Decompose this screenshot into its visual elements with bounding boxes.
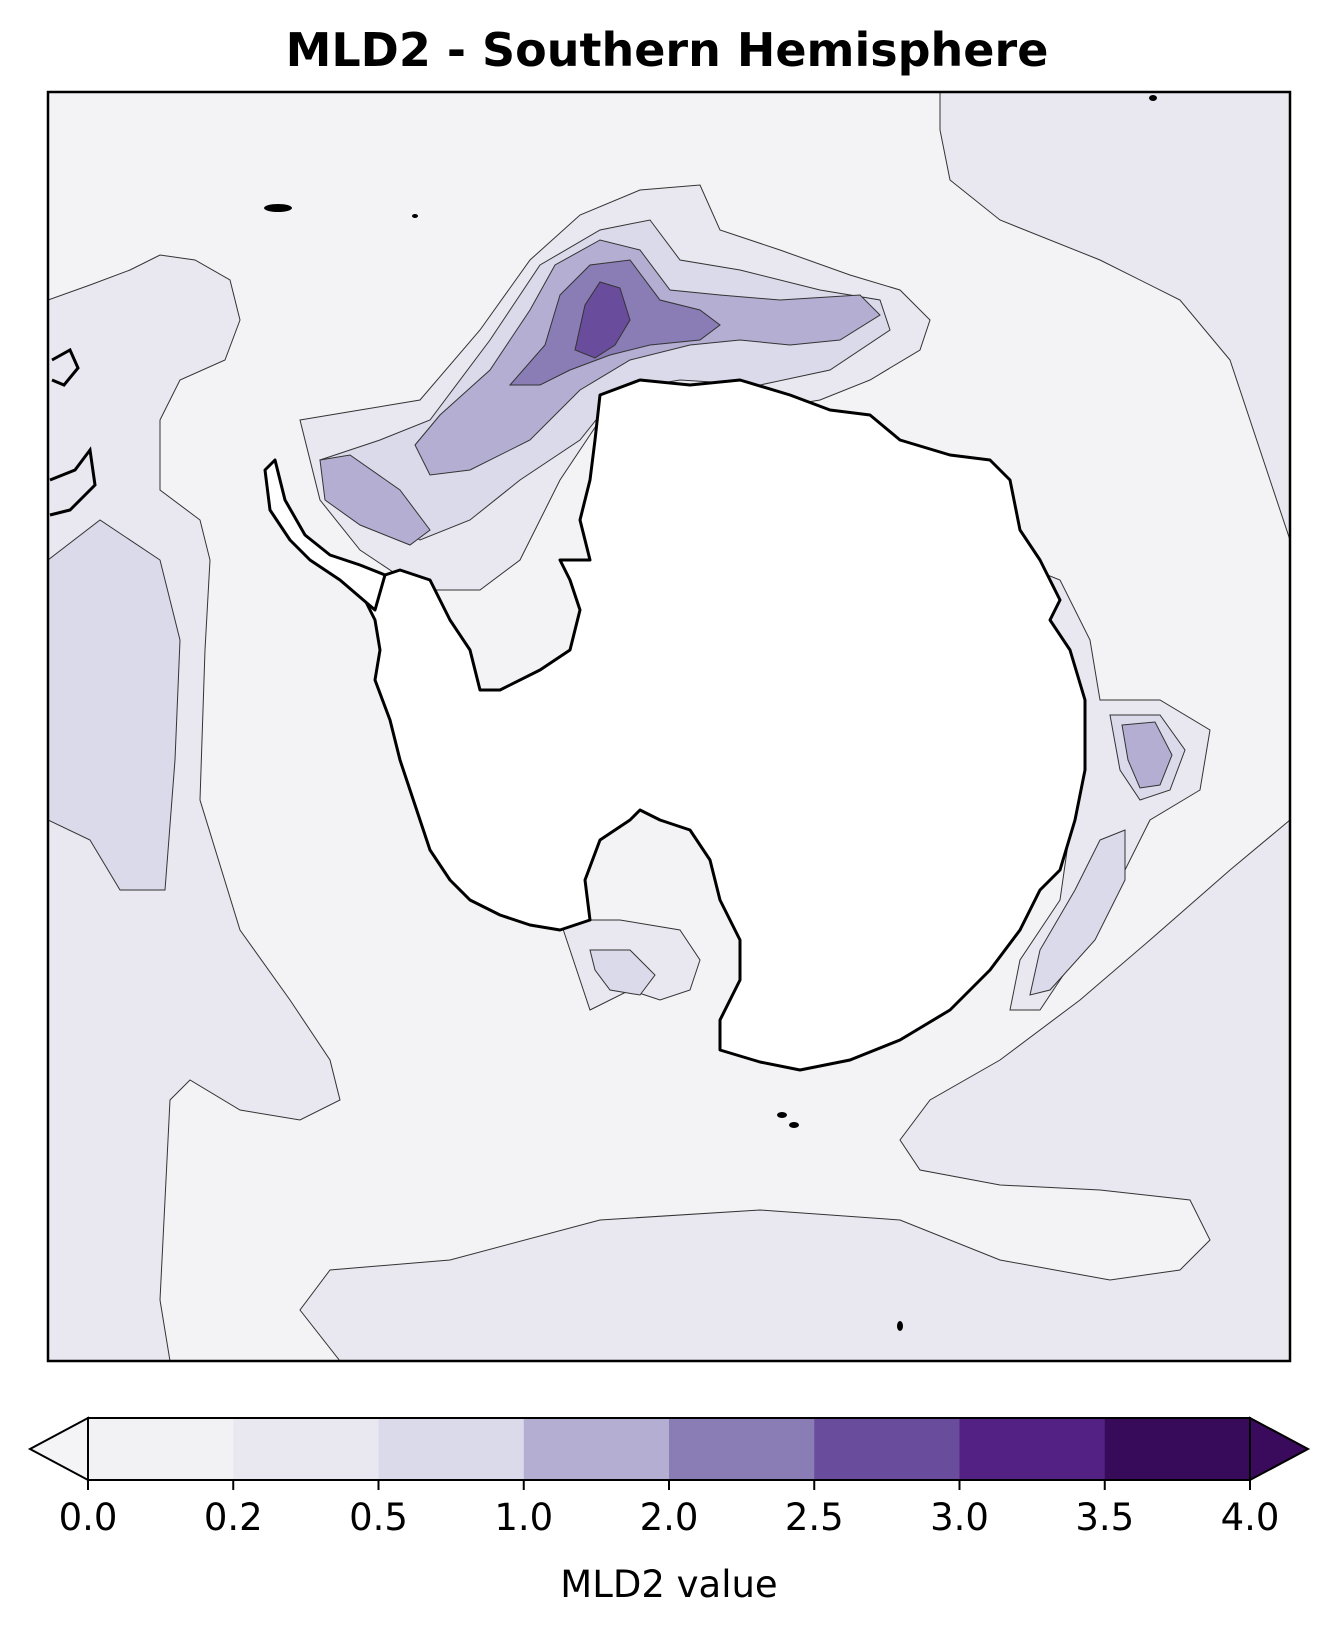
contour-zone-southeast xyxy=(299,819,1290,1361)
island-5 xyxy=(789,1122,799,1128)
contour-zone-west xyxy=(48,254,341,1361)
colorbar-tick-label: 1.0 xyxy=(494,1496,553,1539)
colorbar-tick-label: 0.2 xyxy=(204,1496,263,1539)
colorbar-extend-over xyxy=(1249,1416,1311,1482)
colorbar-segment xyxy=(1104,1418,1251,1480)
colorbar-tick-label: 4.0 xyxy=(1221,1496,1280,1539)
colorbar-label: MLD2 value xyxy=(560,1563,777,1606)
contour-zone-ross-inner xyxy=(589,949,656,996)
colorbar-segment xyxy=(814,1418,960,1480)
map-frame xyxy=(46,90,1292,1363)
colorbar-tick-label: 0.5 xyxy=(349,1496,408,1539)
colorbar-segment xyxy=(88,1418,234,1480)
contour-zone-atlantic-1to2 xyxy=(414,239,881,476)
mld2-contours xyxy=(48,92,1290,1361)
colorbar-ticks: 0.0 0.2 0.5 1.0 2.0 2.5 3.0 3.5 4.0 xyxy=(59,1480,1280,1539)
island-2 xyxy=(1149,95,1157,101)
contour-zone-weddell-1to2 xyxy=(319,454,431,546)
map-title: MLD2 - Southern Hemisphere xyxy=(286,23,1049,77)
colorbar-segment xyxy=(523,1418,670,1480)
colorbar-tick-label: 3.0 xyxy=(930,1496,989,1539)
colorbar-tick-label: 3.5 xyxy=(1075,1496,1134,1539)
island-6 xyxy=(412,214,418,218)
south-america-tip xyxy=(49,347,97,517)
contour-zone-northeast xyxy=(939,92,1290,541)
antarctica-landmass xyxy=(363,378,1087,1072)
contour-zone-atlantic-2-5to3 xyxy=(574,281,631,359)
colorbar-tick-label: 2.5 xyxy=(785,1496,844,1539)
colorbar-segment xyxy=(669,1418,815,1480)
island-1 xyxy=(264,204,292,212)
island-4 xyxy=(777,1112,787,1118)
contour-zone-indian-south xyxy=(1029,829,1126,996)
island-3 xyxy=(897,1321,903,1331)
islands xyxy=(49,95,1157,1331)
colorbar-tick-label: 2.0 xyxy=(640,1496,699,1539)
map-panel xyxy=(46,90,1292,1363)
colorbar-segments xyxy=(88,1418,1251,1480)
colorbar-tick-label: 0.0 xyxy=(59,1496,118,1539)
colorbar-extend-under xyxy=(27,1416,89,1482)
colorbar-segment xyxy=(378,1418,525,1480)
contour-zone-west-inner xyxy=(48,519,181,891)
colorbar-segment xyxy=(233,1418,379,1480)
antarctic-peninsula xyxy=(263,458,387,612)
colorbar: 0.0 0.2 0.5 1.0 2.0 2.5 3.0 3.5 4.0 MLD2 value xyxy=(27,1416,1311,1606)
colorbar-segment xyxy=(959,1418,1106,1480)
contour-zone-indian-1to2 xyxy=(1121,721,1173,789)
